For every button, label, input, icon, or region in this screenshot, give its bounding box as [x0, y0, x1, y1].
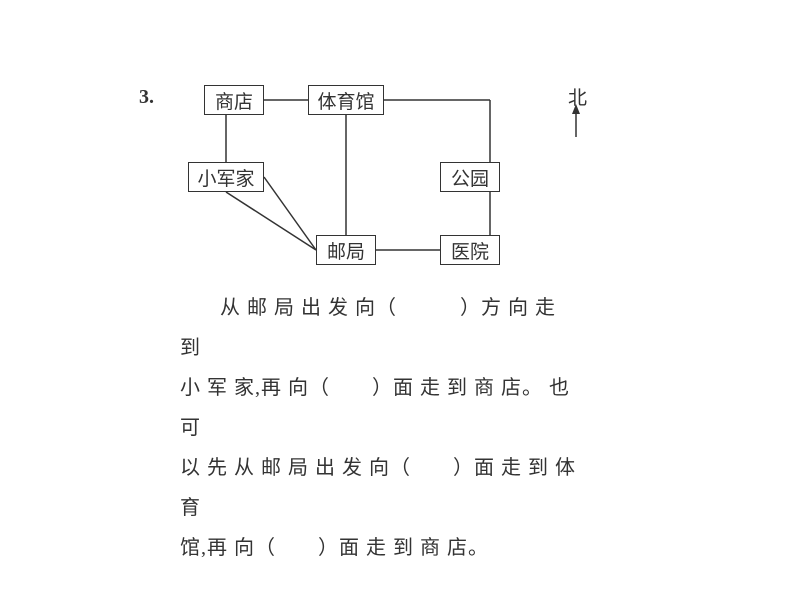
text-seg-4a: 馆,再 向（	[180, 537, 276, 559]
node-park: 公园	[440, 162, 500, 192]
question-text: 从 邮 局 出 发 向（ ）方 向 走 到 小 军 家,再 向（ ）面 走 到 …	[180, 288, 580, 568]
node-hospital: 医院	[440, 235, 500, 265]
text-seg-2a: 小 军 家,再 向（	[180, 377, 330, 399]
compass-north-label: 北	[568, 83, 587, 110]
node-post-office: 邮局	[316, 235, 376, 265]
blank-1[interactable]	[397, 297, 460, 319]
page: 3. 商店 体育馆 小军家 公园 邮局 医院 北 从 邮 局 出 发 向（ ）方…	[0, 0, 800, 600]
blank-4[interactable]	[276, 537, 318, 559]
text-seg-4b: ）面 走 到 商 店。	[318, 537, 489, 559]
text-seg-3a: 以 先 从 邮 局 出 发 向（	[180, 457, 411, 479]
node-home: 小军家	[188, 162, 264, 192]
blank-2[interactable]	[330, 377, 372, 399]
node-gym: 体育馆	[308, 85, 384, 115]
blank-3[interactable]	[411, 457, 453, 479]
node-shop: 商店	[204, 85, 264, 115]
text-seg-1a: 从 邮 局 出 发 向（	[220, 297, 397, 319]
question-number: 3.	[139, 86, 154, 109]
